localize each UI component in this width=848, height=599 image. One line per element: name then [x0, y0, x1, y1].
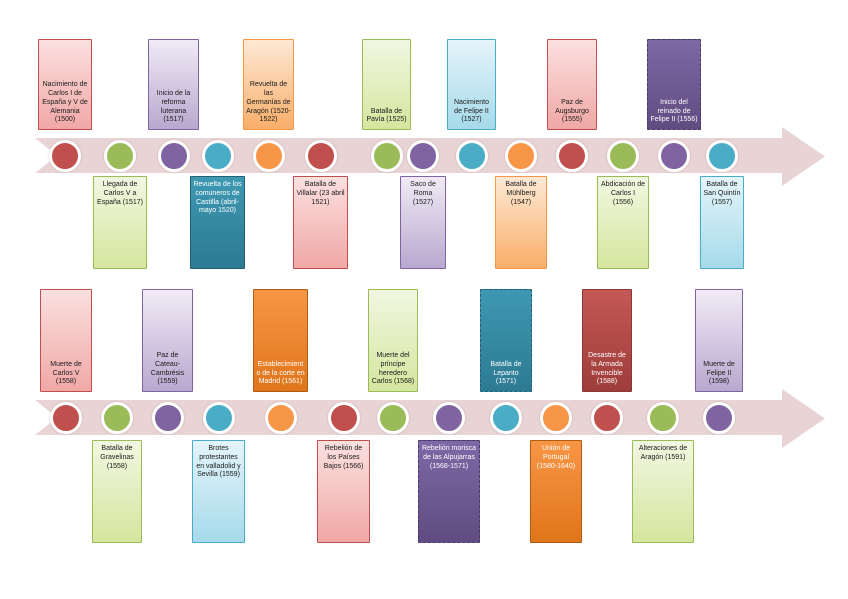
timeline-2-marker-dot	[433, 401, 465, 434]
timeline-1-marker-dot	[304, 139, 337, 172]
timeline-1-marker-dot	[658, 139, 690, 172]
timeline-1-marker-dot	[49, 139, 81, 172]
timeline-1-event-box: Paz de Augsburgo (1555)	[547, 39, 597, 130]
timeline-2-event-box: Batalla de Gravelinas (1558)	[92, 440, 142, 543]
timeline-1-marker-dot	[370, 139, 403, 172]
timeline-2-marker-dot	[591, 401, 623, 434]
timeline-1-event-box: Batalla de Villalar (23 abril 1521)	[293, 176, 348, 269]
timeline-2-marker-dot	[50, 401, 82, 434]
timeline-1-event-box: Nacimiento de Felipe II (1527)	[447, 39, 496, 130]
timeline-1-marker-dot	[505, 139, 537, 172]
timeline-1-event-box: Abdicación de Carlos I (1556)	[597, 176, 649, 269]
timeline-1-event-box: Saco de Roma (1527)	[400, 176, 446, 269]
timeline-1-marker-dot	[104, 139, 136, 172]
timeline-1-marker-dot	[157, 139, 190, 172]
timeline-2-marker-dot	[327, 401, 360, 434]
timeline-1-marker-dot	[252, 139, 285, 172]
timeline-2-event-box: Muerte de Felipe II (1598)	[695, 289, 743, 392]
timeline-2-marker-dot	[377, 401, 409, 434]
timeline-2-marker-dot	[151, 401, 184, 434]
timeline-1-event-box: Inicio del reinado de Felipe II (1556)	[647, 39, 701, 130]
timeline-1-event-box: Nacimiento de Carlos I de España y V de …	[38, 39, 92, 130]
timeline-1-event-box: Inicio de la reforma luterana (1517)	[148, 39, 199, 130]
timeline-1-event-box: Revuelta de los comuneros de Castilla (a…	[190, 176, 245, 269]
timeline-2-marker-dot	[540, 401, 572, 434]
timeline-1-marker-dot	[706, 139, 738, 172]
timeline-2-marker-dot	[703, 401, 735, 434]
timeline-2-event-box: Unión de Portugal (1580-1640)	[530, 440, 582, 543]
timeline-2-marker-dot	[202, 401, 235, 434]
timeline-2-event-box: Establecimiento de la corte en Madrid (1…	[253, 289, 308, 392]
timeline-1-marker-dot	[556, 139, 588, 172]
timeline-2-marker-dot	[490, 401, 522, 434]
timeline-2-event-box: Brotes protestantes en valladolid y Sevi…	[192, 440, 245, 543]
timeline-2-event-box: Muerte de Carlos V (1558)	[40, 289, 92, 392]
timeline-2-event-box: Paz de Cateau-Cambrésis (1559)	[142, 289, 193, 392]
timeline-1-marker-dot	[607, 139, 639, 172]
timeline-2-event-box: Batalla de Lepanto (1571)	[480, 289, 532, 392]
timeline-1-event-box: Batalla de Pavía (1525)	[362, 39, 411, 130]
timeline-2-marker-dot	[647, 401, 679, 434]
timeline-2-event-box: Alteraciones de Aragón (1591)	[632, 440, 694, 543]
timeline-2-event-box: Rebelión morisca de las Alpujarras (1568…	[418, 440, 480, 543]
timeline-2-marker-dot	[264, 401, 297, 434]
timeline-2-event-box: Rebelión de los Países Bajos (1566)	[317, 440, 370, 543]
timeline-1-marker-dot	[455, 139, 488, 172]
timeline-1-marker-dot	[407, 139, 439, 172]
timeline-2-event-box: Muerte del príncipe heredero Carlos (156…	[368, 289, 418, 392]
timeline-1-event-box: Llegada de Carlos V a España (1517)	[93, 176, 147, 269]
timeline-1-event-box: Batalla de Mühlberg (1547)	[495, 176, 547, 269]
timeline-1-marker-dot	[201, 139, 234, 172]
timeline-2-marker-dot	[101, 401, 133, 434]
timeline-1-event-box: Batalla de San Quintín (1557)	[700, 176, 744, 269]
timeline-2-event-box: Desastre de la Armada Invencible (1588)	[582, 289, 632, 392]
timeline-1-event-box: Revuelta de las Germanías de Aragón (152…	[243, 39, 294, 130]
